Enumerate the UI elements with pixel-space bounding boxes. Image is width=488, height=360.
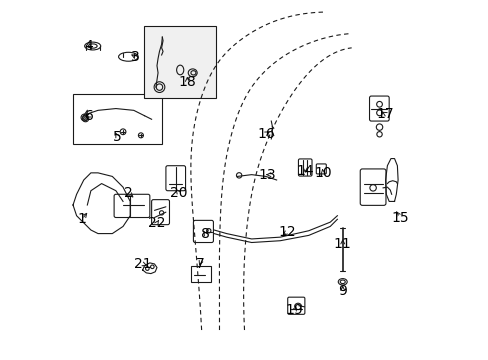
Text: 7: 7 [195, 257, 204, 271]
Text: 15: 15 [390, 211, 408, 225]
Text: 4: 4 [84, 39, 93, 53]
FancyBboxPatch shape [316, 164, 325, 174]
Text: 5: 5 [113, 130, 122, 144]
FancyBboxPatch shape [369, 96, 388, 121]
FancyBboxPatch shape [114, 194, 149, 217]
FancyBboxPatch shape [151, 200, 169, 225]
FancyBboxPatch shape [287, 297, 304, 314]
Text: 19: 19 [285, 303, 303, 318]
Bar [144, 26, 216, 98]
FancyBboxPatch shape [298, 159, 311, 176]
FancyBboxPatch shape [165, 166, 185, 191]
Text: 20: 20 [169, 185, 187, 199]
Text: 9: 9 [338, 284, 346, 298]
Text: 6: 6 [84, 109, 93, 123]
Text: 13: 13 [258, 168, 276, 182]
Text: 21: 21 [134, 257, 151, 271]
FancyBboxPatch shape [193, 220, 213, 243]
Text: 14: 14 [296, 164, 313, 178]
Bar [73, 94, 162, 144]
Text: 12: 12 [278, 225, 296, 239]
Text: 22: 22 [148, 216, 165, 230]
Text: 10: 10 [314, 166, 331, 180]
Text: 1: 1 [78, 212, 86, 226]
Text: 2: 2 [124, 185, 133, 199]
Text: 11: 11 [333, 237, 351, 251]
FancyBboxPatch shape [360, 169, 385, 205]
Text: 18: 18 [178, 75, 196, 89]
Bar [190, 266, 210, 282]
Text: 8: 8 [201, 226, 209, 240]
Text: 17: 17 [376, 107, 394, 121]
Text: 3: 3 [131, 50, 140, 64]
Text: 16: 16 [257, 127, 274, 140]
